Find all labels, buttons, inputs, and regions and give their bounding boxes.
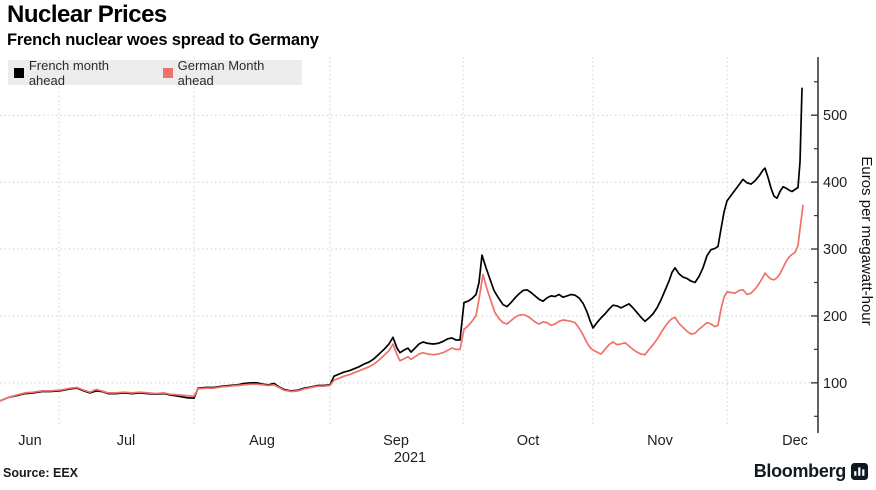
svg-text:Euros per megawatt-hour: Euros per megawatt-hour [858,156,875,325]
svg-text:500: 500 [823,108,847,124]
svg-text:Nov: Nov [647,433,674,449]
legend: French month ahead German Month ahead [8,57,302,88]
chart-subtitle: French nuclear woes spread to Germany [7,31,319,49]
svg-text:200: 200 [823,309,847,325]
x-month-labels: Jun Jul Aug Sep Oct Nov Dec 2021 [18,433,808,466]
german-series-swatch-icon [162,67,173,78]
french-series-swatch-icon [14,67,24,78]
svg-text:Sep: Sep [383,433,409,449]
series-lines [0,87,804,402]
right-y-axis [811,57,819,433]
svg-text:300: 300 [823,242,847,258]
page-title: Nuclear Prices [7,1,167,28]
bloomberg-wordmark: Bloomberg [753,461,847,481]
svg-text:Jul: Jul [117,433,136,449]
french-series-line [0,87,803,402]
source-attribution: Source: EEX [3,466,79,480]
bloomberg-branding: Bloomberg [754,461,868,482]
y-tick-labels: 100 200 300 400 500 [823,108,847,392]
legend-label-french: French month ahead [28,57,110,88]
legend-label-german: German Month ahead [177,57,265,88]
german-series-line [0,204,804,402]
svg-text:Oct: Oct [517,433,540,449]
vertical-gridlines [58,57,728,425]
legend-item-german: German Month ahead [162,57,302,88]
y-axis-title: Euros per megawatt-hour [858,156,875,325]
svg-text:100: 100 [823,376,847,392]
svg-text:Dec: Dec [782,433,808,449]
svg-text:2021: 2021 [394,450,426,466]
bloomberg-logo-icon [851,463,868,480]
svg-text:Aug: Aug [249,433,275,449]
horizontal-gridlines [0,114,818,384]
svg-text:Jun: Jun [18,433,41,449]
svg-text:400: 400 [823,175,847,191]
legend-item-french: French month ahead [14,58,147,88]
